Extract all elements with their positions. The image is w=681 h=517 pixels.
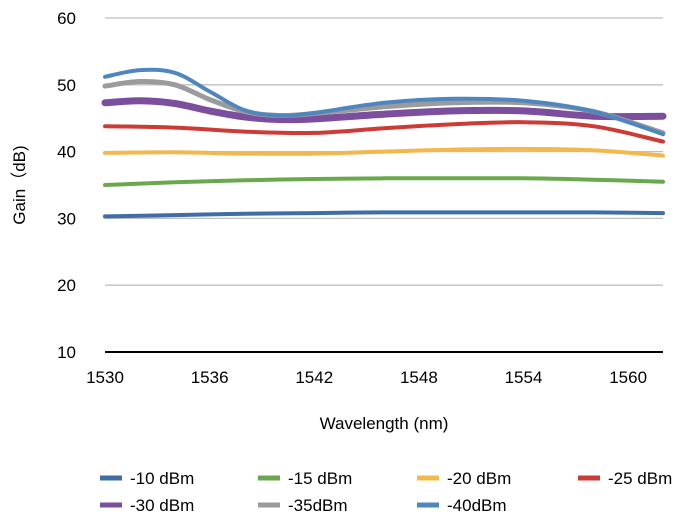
legend-label-6: -40dBm [447, 496, 507, 515]
x-tick-1542: 1542 [295, 368, 333, 387]
x-tick-1536: 1536 [191, 368, 229, 387]
series-line-4 [101, 97, 667, 124]
y-tick-labels: 10 20 30 40 50 60 [57, 9, 76, 362]
series-line-0 [103, 210, 665, 219]
y-axis-title: Gain（dB) [10, 145, 29, 224]
legend-label-0: -10 dBm [130, 469, 194, 488]
legend-label-4: -30 dBm [130, 496, 194, 515]
series-line-1 [103, 176, 665, 187]
y-tick-50: 50 [57, 76, 76, 95]
y-tick-20: 20 [57, 276, 76, 295]
x-tick-1554: 1554 [505, 368, 543, 387]
series-line-3 [103, 120, 665, 144]
y-tick-40: 40 [57, 143, 76, 162]
legend-label-1: -15 dBm [288, 469, 352, 488]
y-tick-60: 60 [57, 9, 76, 28]
y-tick-10: 10 [57, 343, 76, 362]
x-tick-1548: 1548 [400, 368, 438, 387]
legend-label-3: -25 dBm [608, 469, 672, 488]
x-tick-1530: 1530 [86, 368, 124, 387]
x-axis-title: Wavelength (nm) [320, 414, 449, 433]
x-tick-1560: 1560 [609, 368, 647, 387]
series-line-2 [103, 146, 665, 158]
legend-label-5: -35dBm [288, 496, 348, 515]
y-tick-30: 30 [57, 209, 76, 228]
series-lines [101, 67, 667, 219]
series-line-6 [103, 67, 665, 137]
legend-label-2: -20 dBm [447, 469, 511, 488]
x-tick-labels: 1530 1536 1542 1548 1554 1560 [86, 368, 647, 387]
legend: -10 dBm -15 dBm -20 dBm -25 dBm -30 dBm -35dB… [100, 469, 672, 515]
